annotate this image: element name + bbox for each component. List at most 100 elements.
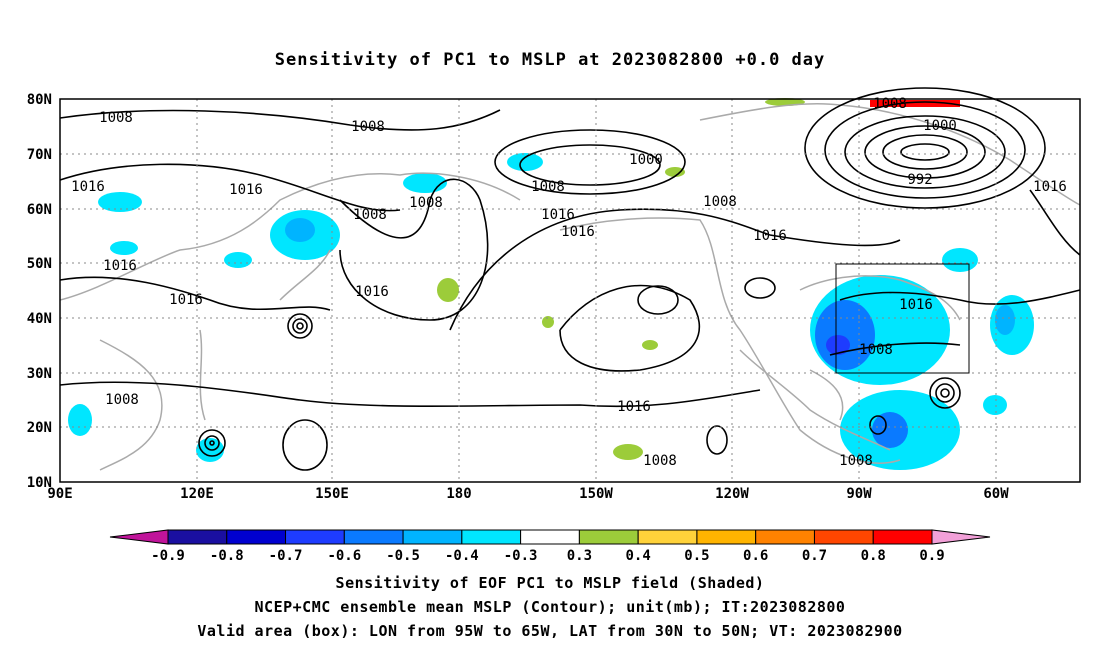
colorbar-swatch	[343, 529, 404, 545]
isobar	[287, 313, 313, 339]
contour-label: 1000	[923, 118, 957, 134]
isobar	[824, 101, 1026, 199]
shade-area	[665, 167, 685, 177]
colorbar-label: 0.6	[743, 548, 768, 564]
isobar	[204, 435, 220, 451]
lon-label: 90W	[846, 486, 872, 502]
shade-area	[613, 444, 643, 460]
isobar	[59, 381, 761, 408]
colorbar-high-arrow	[931, 529, 991, 545]
lat-label: 60N	[27, 202, 52, 218]
contour-label: 1008	[873, 96, 907, 112]
colorbar: -0.9 -0.8 -0.7 -0.6 -0.5 -0.4 -0.3 0.3 0.4 0.5 0.6…	[109, 529, 991, 564]
lon-label: 120W	[715, 486, 749, 502]
colorbar-label: 0.5	[684, 548, 709, 564]
contour-label: 1016	[1033, 179, 1067, 195]
contour-label: 1016	[103, 258, 137, 274]
isobar	[59, 163, 401, 212]
caption-line-2: NCEP+CMC ensemble mean MSLP (Contour); u…	[254, 598, 846, 616]
shade-area	[815, 300, 875, 370]
isobar	[744, 277, 776, 299]
contour-label: 1008	[643, 453, 677, 469]
isobar	[494, 129, 686, 195]
lat-label: 70N	[27, 147, 52, 163]
lon-label: 150E	[315, 486, 349, 502]
shade-area	[870, 100, 960, 107]
isobar	[935, 383, 955, 403]
colorbar-swatch	[167, 529, 228, 545]
isobar	[296, 322, 304, 330]
colorbar-swatch	[285, 529, 345, 545]
isobar	[929, 377, 961, 409]
coastline	[59, 172, 521, 301]
contour-label: 1016	[229, 182, 263, 198]
map-frame	[59, 98, 1081, 483]
coastline	[809, 369, 844, 421]
colorbar-swatch	[520, 529, 580, 545]
coastline	[559, 217, 901, 464]
isobar	[1029, 189, 1081, 256]
isobar	[882, 134, 968, 170]
isobar	[59, 276, 331, 311]
coastline	[699, 102, 1081, 206]
mslp-contours	[59, 87, 1081, 471]
isobar	[844, 115, 1006, 189]
isobar	[706, 425, 728, 455]
contour-label: 1008	[839, 453, 873, 469]
lat-label: 80N	[27, 92, 52, 108]
contour-label: 1000	[629, 152, 663, 168]
colorbar-swatch	[696, 529, 757, 545]
isobar	[198, 429, 226, 457]
colorbar-label: 0.8	[861, 548, 886, 564]
coastline	[279, 249, 331, 301]
contour-label: 1016	[169, 292, 203, 308]
lat-label: 50N	[27, 256, 52, 272]
lat-label: 20N	[27, 420, 52, 436]
coastline	[199, 329, 206, 421]
shade-area	[642, 340, 658, 350]
shade-area	[285, 218, 315, 242]
isobar	[559, 284, 701, 372]
colorbar-swatch	[461, 529, 522, 545]
shade-area	[942, 248, 978, 272]
isobar	[209, 440, 215, 446]
grid-lines	[60, 99, 1080, 482]
contour-label: 1016	[71, 179, 105, 195]
colorbar-label: 0.7	[802, 548, 827, 564]
shade-area	[826, 335, 850, 355]
contour-label: 1008	[351, 119, 385, 135]
valid-area-box	[835, 263, 970, 374]
coastline	[799, 275, 961, 321]
colorbar-swatch	[813, 529, 874, 545]
colorbar-label: 0.3	[567, 548, 592, 564]
lon-label: 60W	[983, 486, 1009, 502]
colorbar-label: -0.9	[151, 548, 185, 564]
shade-area	[542, 316, 554, 328]
shade-area	[98, 192, 142, 212]
contour-label: 992	[907, 172, 932, 188]
contour-label: 1008	[105, 392, 139, 408]
coastline	[739, 349, 891, 451]
isobar	[900, 143, 950, 161]
lat-label: 30N	[27, 366, 52, 382]
colorbar-swatch	[637, 529, 698, 545]
isobar	[864, 125, 986, 179]
colorbar-label: -0.3	[504, 548, 538, 564]
contour-label: 1016	[753, 228, 787, 244]
colorbar-label: 0.9	[919, 548, 944, 564]
isobar	[59, 109, 501, 131]
contour-label: 1008	[859, 342, 893, 358]
isobar	[292, 318, 308, 334]
lon-label: 180	[446, 486, 471, 502]
isobar	[637, 285, 679, 315]
isobar	[804, 87, 1046, 209]
lat-label: 10N	[27, 475, 52, 491]
shade-area	[872, 412, 908, 448]
colorbar-swatch	[402, 529, 463, 545]
isobar	[839, 289, 1081, 305]
isobar	[869, 415, 887, 435]
colorbar-label: 0.4	[626, 548, 651, 564]
shade-area	[507, 153, 543, 171]
isobar	[519, 144, 661, 186]
